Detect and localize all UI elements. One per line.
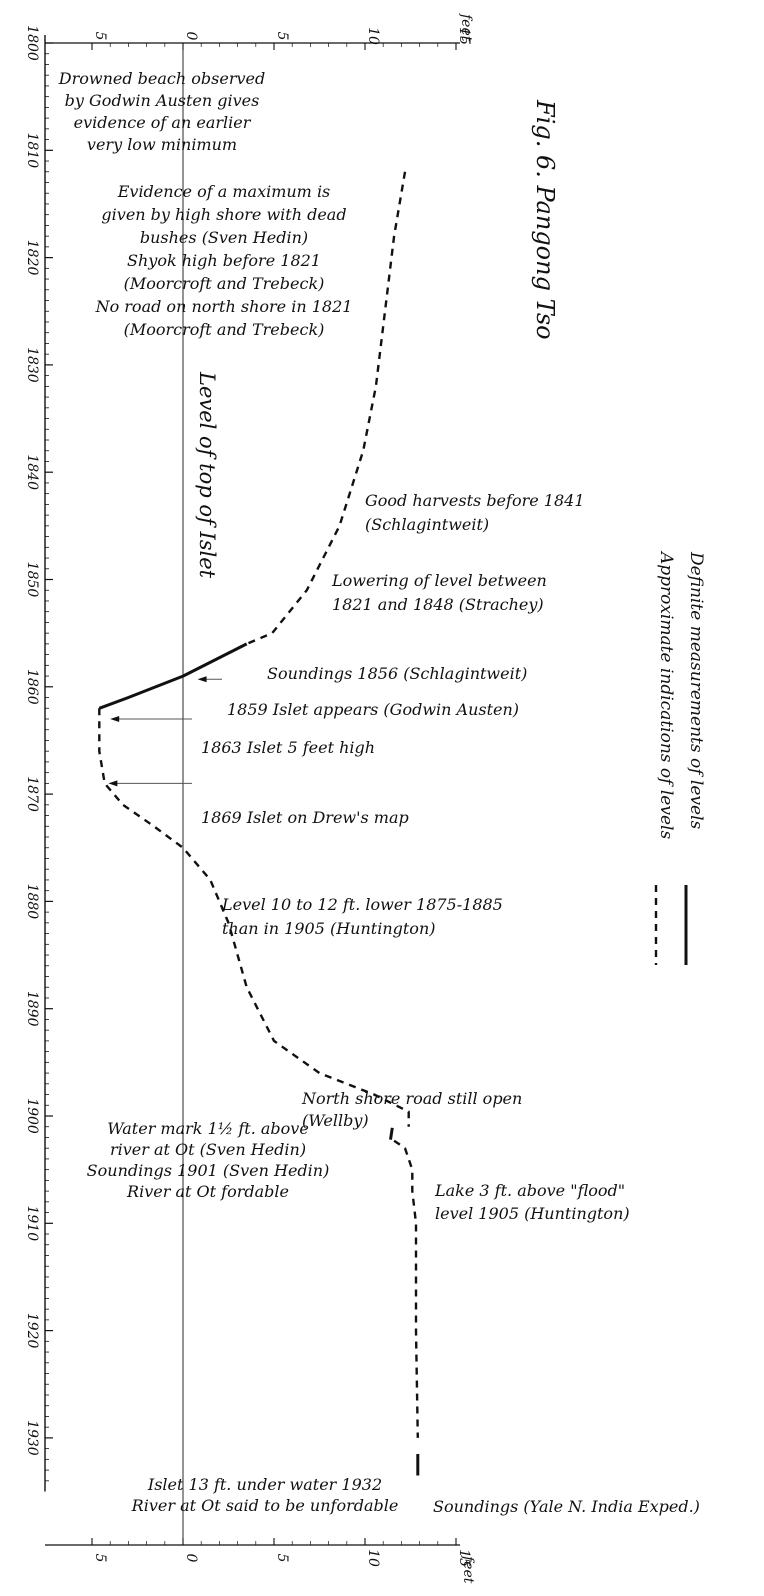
y-tick-label: 1810: [24, 132, 40, 168]
legend-label: Approximate indications of levels: [656, 550, 676, 839]
x-tick-label-bottom: 15: [456, 1549, 472, 1567]
annotation-text: Islet 13 ft. under water 1932: [147, 1475, 382, 1494]
annotation-text: evidence of an earlier: [74, 113, 252, 132]
annotation-text: (Moorcroft and Trebeck): [124, 320, 325, 339]
annotation-text: River at Ot said to be unfordable: [131, 1496, 399, 1515]
y-tick-label: 1820: [24, 240, 40, 276]
annotation-text: river at Ot (Sven Hedin): [110, 1140, 306, 1159]
annotation-text: Lake 3 ft. above "flood": [434, 1181, 625, 1200]
x-tick-label-top: 5: [274, 32, 290, 41]
annotation-text: (Schlagintweit): [365, 515, 489, 534]
annotation-text: 1863 Islet 5 feet high: [201, 738, 375, 757]
annotation-text: Evidence of a maximum is: [117, 182, 331, 201]
annotation-text: than in 1905 (Huntington): [222, 919, 435, 938]
y-tick-label: 1880: [24, 884, 40, 920]
annotation-text: Good harvests before 1841: [365, 491, 585, 510]
extras: Level of top of Islet Fig. 6. Pangong Tso…: [195, 99, 706, 965]
chart-title: Fig. 6. Pangong Tso: [531, 99, 559, 340]
x-tick-label-bottom: 0: [183, 1554, 199, 1563]
annotation-text: Lowering of level between: [331, 571, 547, 590]
annotation-text: very low minimum: [87, 135, 237, 154]
legend-label: Definite measurements of levels: [686, 551, 706, 830]
y-tick-label: 1900: [24, 1098, 40, 1134]
y-tick-label: 1930: [24, 1420, 40, 1456]
series-lines: [98, 171, 420, 1476]
x-tick-label-bottom: 5: [92, 1554, 108, 1563]
series-definite-segment: [389, 1127, 394, 1140]
annotation-text: Soundings 1856 (Schlagintweit): [267, 664, 527, 683]
y-tick-label: 1870: [24, 776, 40, 812]
annotation-arrowhead: [110, 715, 120, 722]
annotation-text: Drowned beach observed: [58, 69, 265, 88]
annotation-text: level 1905 (Huntington): [435, 1204, 630, 1223]
annotation-text: (Wellby): [302, 1111, 369, 1130]
series-approximate-segment: [246, 171, 407, 646]
annotation-text: given by high shore with dead: [101, 205, 346, 224]
series-approximate-segment: [393, 1139, 419, 1438]
annotations: Drowned beach observed by Godwin Austen g…: [58, 69, 700, 1516]
y-tick-label: 1890: [24, 991, 40, 1027]
x-axis-unit-label-top: feet: [458, 13, 474, 42]
x-tick-label-bottom: 10: [365, 1549, 381, 1567]
x-tick-label-top: 0: [183, 32, 199, 41]
series-definite-segment: [98, 642, 248, 710]
x-tick-label-top: 5: [92, 32, 108, 41]
axes: 1800 1810 1820 1830 1840 1850 1860 1870 1880 1890…: [24, 13, 476, 1584]
annotation-text: Soundings 1901 (Sven Hedin): [87, 1161, 330, 1180]
x-tick-label-bottom: 5: [274, 1554, 290, 1563]
y-tick-label: 1830: [24, 347, 40, 383]
annotation-text: bushes (Sven Hedin): [140, 228, 308, 247]
y-tick-label: 1920: [24, 1313, 40, 1349]
y-tick-label: 1910: [24, 1205, 40, 1241]
annotation-arrowhead: [197, 676, 207, 683]
x-axis-unit-label-bottom: feet: [460, 1555, 476, 1584]
annotation-text: 1821 and 1848 (Strachey): [332, 595, 544, 614]
y-tick-label: 1800: [24, 25, 40, 61]
x-tick-label-top: 15: [456, 27, 472, 45]
arrows: [108, 676, 222, 787]
annotation-text: Shyok high before 1821: [127, 251, 321, 270]
annotation-text: 1859 Islet appears (Godwin Austen): [227, 700, 519, 719]
annotation-text: by Godwin Austen gives: [65, 91, 260, 110]
x-tick-label-top: 10: [365, 27, 381, 45]
y-tick-label: 1850: [24, 562, 40, 598]
annotation-arrowhead: [108, 780, 118, 787]
series-approximate-segment: [98, 708, 410, 1127]
annotation-text: No road on north shore in 1821: [95, 297, 353, 316]
y-tick-label: 1860: [24, 669, 40, 705]
annotation-text: (Moorcroft and Trebeck): [124, 274, 325, 293]
islet-reference-label: Level of top of Islet: [195, 371, 219, 579]
annotation-text: 1869 Islet on Drew's map: [201, 808, 409, 827]
annotation-text: Water mark 1½ ft. above: [107, 1119, 309, 1138]
annotation-text: Level 10 to 12 ft. lower 1875-1885: [221, 895, 503, 914]
annotation-text: North shore road still open: [301, 1089, 522, 1108]
annotation-text: River at Ot fordable: [126, 1182, 289, 1201]
y-tick-label: 1840: [24, 454, 40, 490]
annotation-text: Soundings (Yale N. India Exped.): [433, 1497, 700, 1516]
